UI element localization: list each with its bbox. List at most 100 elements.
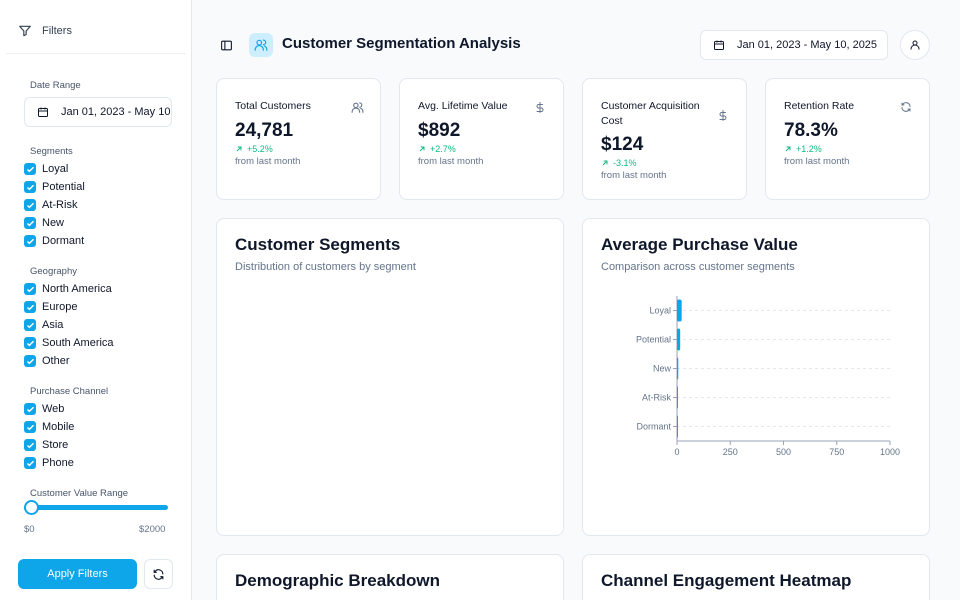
kpi-subtext: from last month (601, 170, 667, 181)
channel-option[interactable]: Phone (24, 454, 74, 472)
customer-value-slider[interactable] (24, 500, 168, 515)
dollar-icon (533, 100, 547, 114)
arrow-up-right-icon (784, 145, 792, 153)
calendar-icon (713, 39, 725, 51)
customer-segments-panel: Customer Segments Distribution of custom… (216, 218, 564, 536)
header-date-range-picker[interactable]: Jan 01, 2023 - May 10, 2025 (700, 30, 888, 60)
kpi-change-value: +1.2% (796, 144, 822, 154)
segment-label: Dormant (42, 235, 85, 247)
panel-title: Demographic Breakdown (235, 571, 440, 590)
geography-title: Geography (30, 266, 78, 277)
kpi-change-value: +5.2% (247, 144, 273, 154)
kpi-change: +2.7% (418, 144, 456, 154)
checkbox-checked[interactable] (24, 235, 36, 247)
checkbox-checked[interactable] (24, 457, 36, 469)
channel-label: Store (42, 439, 69, 451)
bar (677, 386, 678, 409)
checkbox-checked[interactable] (24, 181, 36, 193)
channel-option[interactable]: Web (24, 400, 74, 418)
segment-option[interactable]: Dormant (24, 232, 85, 250)
channel-label: Web (42, 403, 65, 415)
x-tick-label: 500 (776, 447, 791, 457)
checkbox-checked[interactable] (24, 163, 36, 175)
bar (677, 299, 682, 322)
reset-filters-button[interactable] (144, 559, 173, 589)
segment-label: Loyal (42, 163, 69, 175)
checkbox-checked[interactable] (24, 217, 36, 229)
checkbox-checked[interactable] (24, 301, 36, 313)
category-label: Dormant (636, 422, 671, 432)
kpi-value: 78.3% (784, 120, 838, 141)
geography-option[interactable]: South America (24, 334, 114, 352)
segment-option[interactable]: Loyal (24, 160, 85, 178)
kpi-value: $124 (601, 134, 644, 155)
kpi-subtext: from last month (784, 156, 850, 167)
panel-subtitle: Comparison across customer segments (601, 261, 795, 273)
geography-option[interactable]: North America (24, 280, 114, 298)
calendar-icon (37, 106, 49, 118)
channel-label: Phone (42, 457, 74, 469)
kpi-card-total-customers: Total Customers 24,781 +5.2% from last m… (216, 78, 381, 200)
kpi-card-lifetime-value: Avg. Lifetime Value $892 +2.7% from last… (399, 78, 564, 200)
slider-thumb[interactable] (24, 500, 39, 515)
app-logo (249, 33, 273, 57)
sidebar-toggle-button[interactable] (218, 37, 234, 53)
filters-header: Filters (6, 8, 186, 54)
geography-option[interactable]: Asia (24, 316, 114, 334)
refresh-icon (899, 100, 913, 114)
geography-option[interactable]: Europe (24, 298, 114, 316)
channel-label: Mobile (42, 421, 75, 433)
panel-title: Channel Engagement Heatmap (601, 571, 852, 590)
checkbox-checked[interactable] (24, 421, 36, 433)
checkbox-checked[interactable] (24, 439, 36, 451)
sidebar-date-range-picker[interactable]: Jan 01, 2023 - May 10, 2025 (24, 97, 172, 127)
channel-option[interactable]: Mobile (24, 418, 74, 436)
kpi-card-retention-rate: Retention Rate 78.3% +1.2% from last mon… (765, 78, 930, 200)
heatmap-panel: Channel Engagement Heatmap (582, 554, 930, 600)
checkbox-checked[interactable] (24, 337, 36, 349)
channel-option[interactable]: Store (24, 436, 74, 454)
filters-sidebar: Filters Date Range Jan 01, 2023 - May 10… (0, 0, 192, 600)
arrow-up-right-icon (418, 145, 426, 153)
kpi-change: +1.2% (784, 144, 822, 154)
user-icon (909, 39, 921, 51)
kpi-title: Avg. Lifetime Value (418, 100, 508, 112)
segment-label: Potential (42, 181, 85, 193)
panel-title: Average Purchase Value (601, 235, 798, 254)
range-min-label: $0 (24, 524, 35, 535)
kpi-change-value: -3.1% (613, 158, 637, 168)
purchase-channel-title: Purchase Channel (30, 386, 109, 397)
x-tick-label: 0 (674, 447, 679, 457)
segment-option[interactable]: Potential (24, 178, 85, 196)
user-menu-button[interactable] (900, 30, 930, 60)
panel-title: Customer Segments (235, 235, 401, 254)
segment-label: New (42, 217, 65, 229)
header-date-range-value: Jan 01, 2023 - May 10, 2025 (737, 39, 878, 51)
apply-filters-button[interactable]: Apply Filters (18, 559, 137, 589)
geography-label: Other (42, 355, 70, 367)
segments-title: Segments (30, 146, 73, 157)
users-icon (350, 100, 364, 114)
checkbox-checked[interactable] (24, 319, 36, 331)
kpi-subtext: from last month (418, 156, 484, 167)
kpi-change: -3.1% (601, 158, 637, 168)
checkbox-checked[interactable] (24, 199, 36, 211)
category-label: Loyal (649, 306, 671, 316)
checkbox-checked[interactable] (24, 283, 36, 295)
kpi-title: Retention Rate (784, 100, 855, 112)
segment-option[interactable]: At-Risk (24, 196, 85, 214)
segment-option[interactable]: New (24, 214, 85, 232)
geography-option[interactable]: Other (24, 352, 114, 370)
geography-label: South America (42, 337, 114, 349)
slider-track[interactable] (24, 505, 168, 510)
arrow-up-right-icon (235, 145, 243, 153)
checkbox-checked[interactable] (24, 355, 36, 367)
checkbox-checked[interactable] (24, 403, 36, 415)
average-purchase-panel: Average Purchase Value Comparison across… (582, 218, 930, 536)
bar (677, 357, 679, 380)
panel-subtitle: Distribution of customers by segment (235, 261, 416, 273)
x-tick-label: 750 (829, 447, 844, 457)
value-range-title: Customer Value Range (30, 488, 129, 499)
refresh-icon (152, 568, 165, 581)
